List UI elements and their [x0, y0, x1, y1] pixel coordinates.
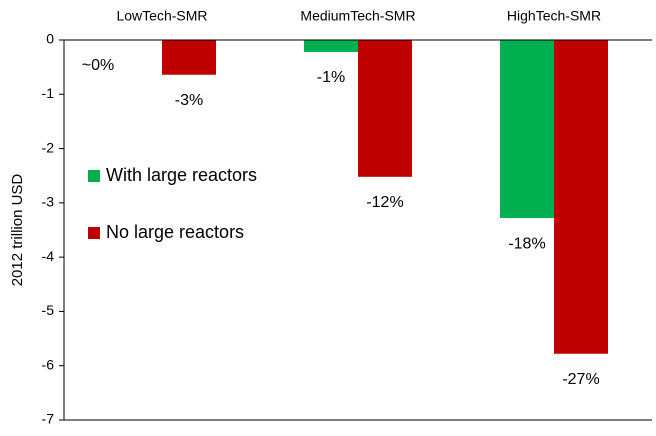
y-axis-label: 2012 trillion USD [9, 174, 26, 287]
y-tick-label: -3 [42, 194, 55, 210]
bar-label: -18% [508, 235, 545, 252]
legend-label: With large reactors [106, 165, 257, 185]
bar [162, 40, 216, 75]
y-tick-label: -5 [42, 302, 55, 318]
bar-label: -12% [366, 194, 403, 211]
bar-label: -1% [317, 69, 345, 86]
legend-swatch [88, 227, 100, 239]
bar-label: ~0% [82, 57, 114, 74]
y-tick-label: -2 [42, 139, 55, 155]
legend-label: No large reactors [106, 222, 244, 242]
y-tick-label: 0 [46, 31, 54, 47]
x-tick-label: MediumTech-SMR [300, 8, 415, 24]
bar [500, 40, 554, 219]
y-tick-label: -1 [42, 85, 55, 101]
x-tick-label: HighTech-SMR [507, 8, 601, 24]
bar-label: -27% [562, 371, 599, 388]
x-tick-label: LowTech-SMR [116, 8, 207, 24]
bar-label: -3% [175, 92, 203, 109]
bar [358, 40, 412, 177]
y-tick-label: -7 [42, 411, 55, 427]
y-tick-label: -4 [42, 248, 55, 264]
bar [554, 40, 608, 354]
legend-swatch [88, 170, 100, 182]
y-tick-label: -6 [42, 356, 55, 372]
bar [304, 40, 358, 52]
